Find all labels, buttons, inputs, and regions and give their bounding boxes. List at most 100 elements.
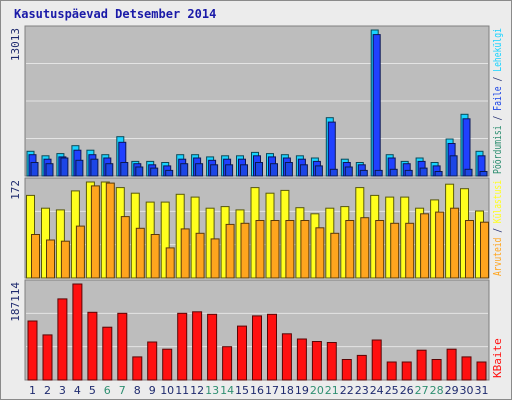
pages-bar xyxy=(120,162,129,177)
legend-entry: / xyxy=(491,223,504,237)
x-tick-label: 13 xyxy=(205,384,219,397)
pages-bar xyxy=(329,168,338,177)
x-tick-label: 1 xyxy=(29,384,36,397)
kbytes-bar xyxy=(177,312,188,381)
pages-bar xyxy=(389,168,398,177)
kbytes-bar xyxy=(192,311,203,381)
kbytes-bar xyxy=(132,356,143,381)
pages-bar xyxy=(105,163,114,177)
pages-bar xyxy=(60,157,69,177)
kbytes-bar xyxy=(87,311,98,381)
kbytes-bar xyxy=(476,361,487,381)
kbytes-bar xyxy=(42,334,53,381)
visits_dark-bar xyxy=(450,207,460,279)
kbytes-bar xyxy=(431,359,442,381)
visits_dark-bar xyxy=(420,213,430,279)
pages-bar xyxy=(374,169,383,177)
kbytes-bar xyxy=(27,320,38,381)
kbytes-bar xyxy=(237,325,247,381)
pages-bar xyxy=(210,164,219,177)
legend-entry: / xyxy=(491,111,504,126)
kbytes-bar xyxy=(311,341,322,381)
visits_dark-bar xyxy=(300,220,310,279)
x-tick-label: 4 xyxy=(74,384,81,397)
visits_dark-bar xyxy=(315,227,325,279)
kbytes-bar xyxy=(252,315,262,381)
pages-bar xyxy=(75,159,84,177)
kbytes-bar xyxy=(147,341,158,381)
visits_dark-bar xyxy=(195,232,205,279)
pages-bar xyxy=(255,162,263,177)
x-tick-label: 23 xyxy=(355,384,369,397)
x-tick-label: 26 xyxy=(400,384,414,397)
visits_dark-bar xyxy=(105,182,115,279)
visits_dark-bar xyxy=(270,220,280,279)
legend-entry: KBaite xyxy=(491,338,504,378)
x-tick-label: 28 xyxy=(430,384,444,397)
legend-entry: Külastusi xyxy=(491,180,504,223)
visits_dark-bar xyxy=(465,220,474,279)
chart-title: Kasutuspäevad Detsember 2014 xyxy=(14,7,217,21)
pages-bar xyxy=(419,167,428,177)
visits_dark-bar xyxy=(345,220,355,279)
pages-bar xyxy=(135,166,144,177)
visits_dark-bar xyxy=(90,185,100,279)
pages-bar xyxy=(344,166,353,177)
x-tick-label: 10 xyxy=(160,384,174,397)
legend-entry: / xyxy=(491,72,504,87)
x-tick-label: 19 xyxy=(295,384,309,397)
x-tick-label: 24 xyxy=(370,384,384,397)
kbytes-bar xyxy=(296,338,307,381)
x-tick-label: 30 xyxy=(460,384,474,397)
visits_dark-bar xyxy=(180,228,190,279)
kbytes-bar xyxy=(356,354,367,381)
visits_dark-bar xyxy=(390,222,400,279)
visits_dark-bar xyxy=(46,239,55,279)
pages-bar xyxy=(464,168,473,177)
kbytes-bar xyxy=(222,346,233,381)
pages-bar xyxy=(449,155,458,177)
x-tick-label: 3 xyxy=(59,384,66,397)
visits_dark-bar xyxy=(150,234,160,279)
x-tick-label: 22 xyxy=(340,384,354,397)
visits_dark-bar xyxy=(31,234,40,279)
visits_dark-bar xyxy=(435,211,445,279)
kbytes-bar xyxy=(117,312,128,381)
visits_dark-bar xyxy=(75,225,85,279)
pages-bar xyxy=(359,169,368,177)
pages-bar xyxy=(195,163,204,177)
pages-bar xyxy=(150,167,159,177)
pages-bar xyxy=(30,162,39,177)
kbytes-bar xyxy=(401,361,412,381)
x-tick-label: 29 xyxy=(445,384,459,397)
visits_dark-bar xyxy=(360,217,370,279)
files-bar xyxy=(462,118,471,177)
pages-bar xyxy=(90,158,99,177)
x-tick-label: 8 xyxy=(134,384,141,397)
pages-bar xyxy=(225,164,234,177)
x-tick-label: 21 xyxy=(325,384,339,397)
legend-entry: Lehekülgi xyxy=(491,28,504,72)
pages-bar xyxy=(180,163,189,177)
x-tick-label: 27 xyxy=(415,384,429,397)
x-tick-label: 9 xyxy=(149,384,156,397)
files-bar xyxy=(372,34,381,177)
x-tick-label: 31 xyxy=(475,384,489,397)
visits_dark-bar xyxy=(120,216,130,279)
x-tick-label: 14 xyxy=(220,384,234,397)
visits_dark-bar xyxy=(375,220,385,279)
visits_dark-bar xyxy=(255,220,265,279)
kbytes-bar xyxy=(386,361,397,381)
x-tick-label: 16 xyxy=(250,384,264,397)
x-tick-label: 5 xyxy=(89,384,96,397)
legend-label: Arvuteid / Külastusi xyxy=(491,180,504,276)
x-tick-label: 25 xyxy=(385,384,399,397)
x-tick-label: 11 xyxy=(175,384,189,397)
x-tick-label: 7 xyxy=(119,384,126,397)
legend-entry: Arvuteid xyxy=(491,238,504,276)
visits-bar xyxy=(160,201,170,279)
kbytes-bar xyxy=(281,333,292,381)
visits_dark-bar xyxy=(135,227,145,279)
x-tick-label: 17 xyxy=(265,384,279,397)
